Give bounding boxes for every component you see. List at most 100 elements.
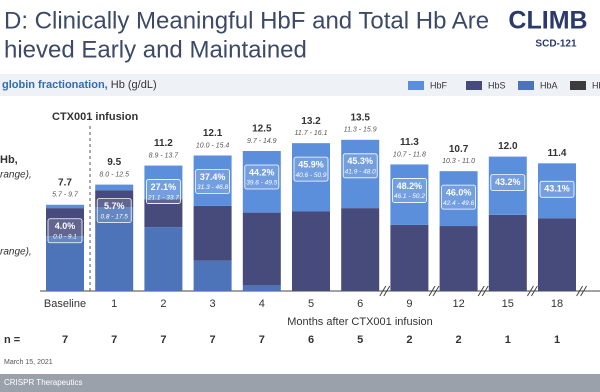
pct-range: 0.0 - 9.1 [53,233,77,240]
bar-segment [242,285,281,291]
total-label: 7.7 [58,177,72,188]
n-value: 2 [456,334,462,346]
logo: CLIMB [508,7,587,35]
pct-range: 31.3 - 46.8 [197,184,228,191]
x-tick-label: 18 [551,298,563,310]
bar-segment [488,214,527,291]
pct-box [244,164,280,190]
bar-segment [95,207,134,291]
company: CRISPR Therapeutics [4,378,83,387]
x-tick-label: 4 [259,298,265,310]
subtitle-band [0,74,600,96]
n-value: 7 [160,334,166,346]
bar-segment [439,226,478,291]
subtitle-unit: Hb (g/dL) [111,79,157,91]
bar-segment [390,224,429,291]
side-label: Hb, [0,154,18,166]
axis-break [477,285,485,297]
axis-break [428,285,436,297]
pct-box [441,184,477,210]
total-label: 12.1 [203,128,223,139]
axis-break [432,285,440,297]
pct-label: 43.2% [495,177,521,187]
x-tick-label: 2 [160,298,166,310]
total-range: 5.7 - 9.7 [52,192,79,199]
pct-box [195,169,231,194]
subtitle: globin fractionation, Hb (g/dL) [2,79,157,91]
legend-swatch [466,81,482,90]
bar-segment [538,163,576,219]
n-value: 1 [505,334,511,346]
bar-segment [144,165,183,200]
total-range: 8.9 - 13.7 [149,152,180,159]
n-value: 2 [406,334,412,346]
annotation: CTX001 infusion [52,111,138,123]
total-label: 11.4 [548,148,567,159]
total-label: 12.0 [498,141,518,152]
x-tick-label: 3 [210,298,216,310]
bar-segment [488,156,527,215]
n-value: 1 [554,334,560,346]
n-label: n = [4,334,20,346]
pct-range: 41.9 - 48.0 [345,169,376,176]
title: hieved Early and Maintained [4,36,307,63]
total-label: 9.5 [107,157,121,168]
total-range: 8.0 - 12.5 [99,171,129,178]
bar-segment [242,212,281,286]
legend-label: HbA [540,80,558,90]
title: D: Clinically Meaningful HbF and Total H… [4,7,489,34]
total-range: 10.0 - 15.4 [196,142,230,149]
bar-segment [193,155,232,206]
legend-label: HbF [430,80,448,90]
pct-box [145,179,181,204]
footer-band [0,374,600,392]
bar-segment [46,236,84,291]
pct-label: 44.2% [249,167,275,177]
legend-swatch [570,81,586,90]
pct-range: 40.6 - 50.9 [295,172,326,179]
pct-label: 4.0% [55,221,76,231]
pct-range: 39.6 - 49.5 [246,180,277,187]
total-label: 13.2 [301,116,321,127]
n-value: 7 [62,334,68,346]
bar-segment [193,260,232,291]
pct-box [342,153,378,179]
total-range: 11.3 - 15.9 [344,127,377,134]
x-tick-label: 5 [308,298,314,310]
pct-label: 45.9% [298,160,324,170]
pct-label: 48.2% [397,181,423,191]
x-tick-label: 6 [357,298,363,310]
pct-label: 43.1% [544,184,570,194]
pct-label: 45.3% [347,156,373,166]
pct-range: 21.1 - 33.7 [147,194,179,201]
axis-break [580,285,588,297]
pct-range: 42.4 - 49.6 [443,200,474,207]
bar-segment [144,227,183,291]
axis-break [383,285,391,297]
bar-segment [95,184,134,191]
total-range: 9.7 - 14.9 [247,138,277,145]
bar-segment [242,151,281,213]
axis-break [481,285,489,297]
side-label: range), [0,170,32,181]
logo-sub: SCD-121 [535,39,577,50]
bar-segment [292,143,330,212]
bar-segment [341,208,380,291]
pct-label: 46.0% [446,188,472,198]
x-tick-label: Baseline [44,298,86,310]
bar-segment [538,218,576,291]
subtitle-bold: globin fractionation, [2,79,108,91]
legend-swatch [518,81,534,90]
pct-box [96,198,132,224]
pct-box [293,156,329,182]
pct-range: 0.8 - 17.5 [100,213,128,220]
x-tick-label: 9 [406,298,412,310]
bar-segment [292,211,330,291]
total-label: 11.2 [154,138,173,149]
pct-label: 5.7% [104,201,125,211]
n-value: 7 [210,334,216,346]
axis-break [576,285,584,297]
total-label: 12.5 [252,124,272,135]
x-tick-label: 1 [111,298,117,310]
